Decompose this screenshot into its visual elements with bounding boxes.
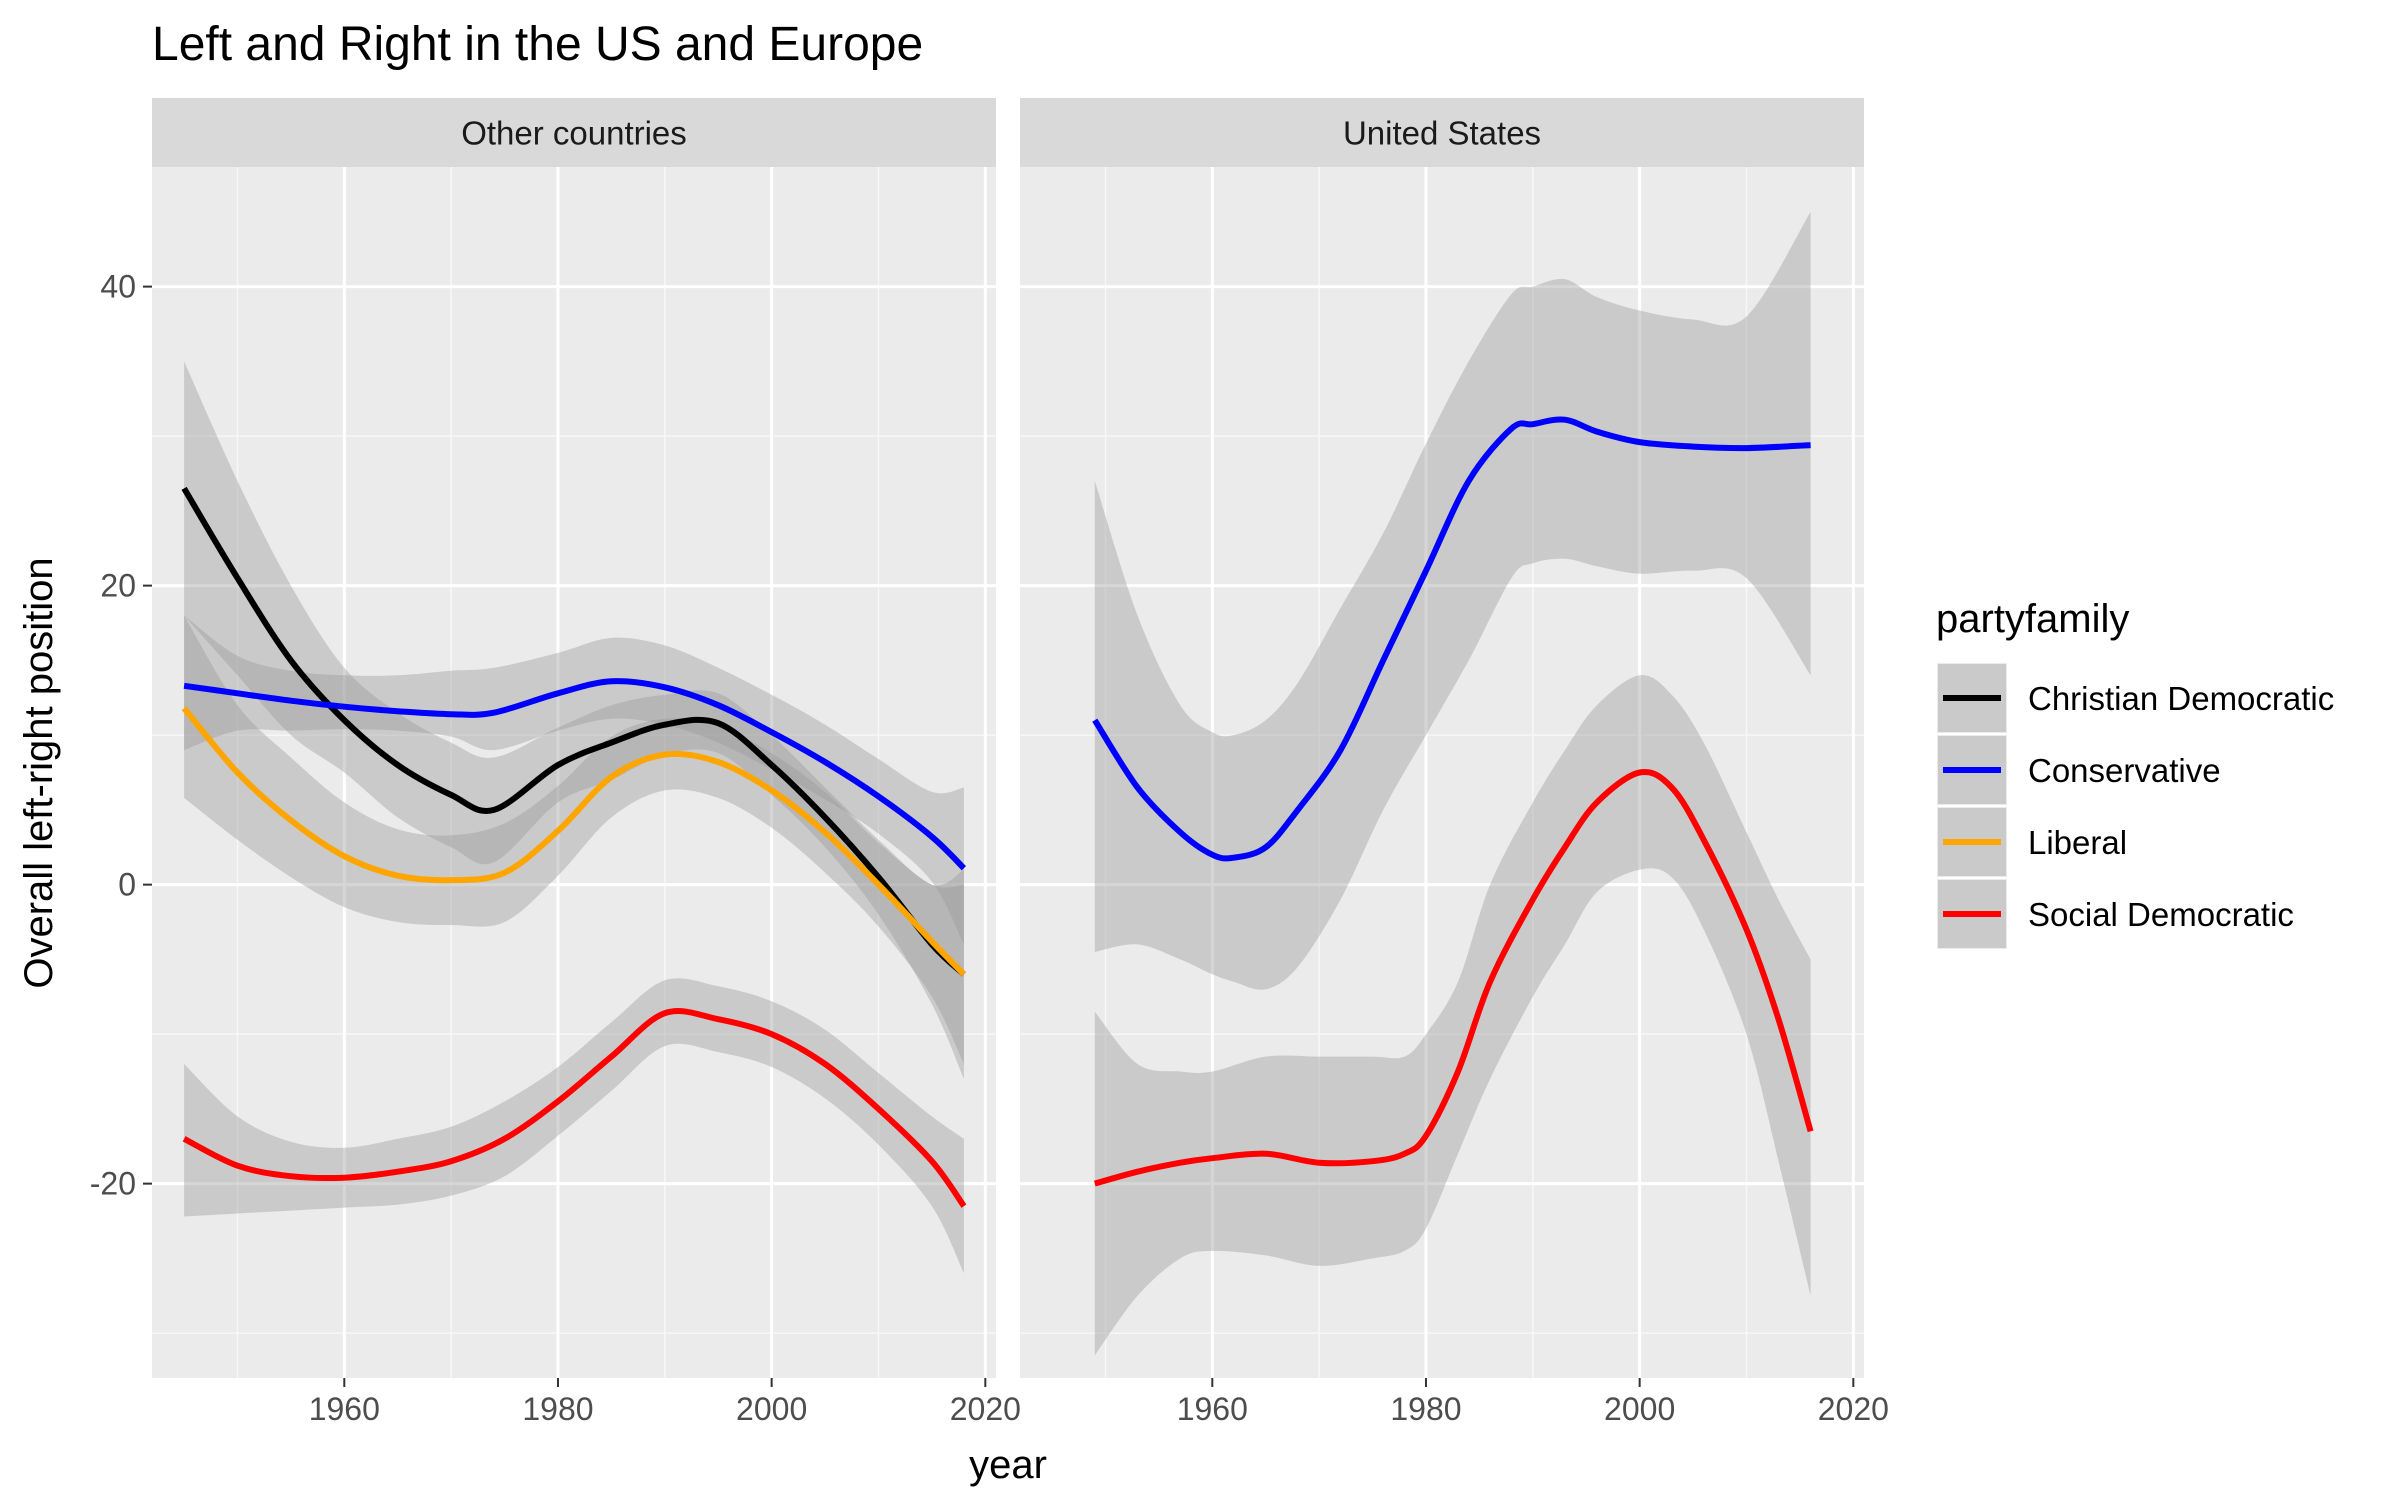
x-tick-label-1960: 1960 <box>309 1391 380 1427</box>
x-tick-label-1960: 1960 <box>1177 1391 1248 1427</box>
facet-panels: Other countries 1960 1980 2000 2020 -20 0 20 40 U… <box>90 98 1889 1427</box>
strip-label-other-countries: Other countries <box>461 115 687 152</box>
series-line-conservative <box>183 678 967 871</box>
x-tick-label-2000: 2000 <box>1604 1391 1675 1427</box>
series-line-social-democratic <box>1093 768 1814 1187</box>
confidence-band-conservative <box>184 615 964 945</box>
confidence-band-social-democratic <box>1094 675 1811 1356</box>
legend-title: partyfamily <box>1936 597 2129 641</box>
x-tick-label-2020: 2020 <box>950 1391 1021 1427</box>
chart-title: Left and Right in the US and Europe <box>152 18 923 71</box>
legend-item-christian-democratic: Christian Democratic <box>1935 661 2334 735</box>
x-tick-label-1980: 1980 <box>1390 1391 1461 1427</box>
strip-label-united-states: United States <box>1343 115 1541 152</box>
legend-label-social-democratic: Social Democratic <box>2028 896 2294 933</box>
confidence-band-liberal <box>184 615 964 1064</box>
series-line-liberal <box>181 706 967 977</box>
series-line-christian-democratic <box>181 486 966 977</box>
y-axis-title: Overall left-right position <box>17 557 61 988</box>
y-tick-label-40: 40 <box>100 269 136 305</box>
y-tick-label-20: 20 <box>100 568 136 604</box>
x-tick-label-1980: 1980 <box>522 1391 593 1427</box>
panel-background <box>1020 167 1864 1378</box>
legend-item-conservative: Conservative <box>1935 733 2221 807</box>
panel-other-countries: Other countries 1960 1980 2000 2020 -20 0 20 40 <box>90 98 1021 1427</box>
legend: partyfamily Christian Democratic Conserva… <box>1935 597 2334 951</box>
x-tick-label-2000: 2000 <box>736 1391 807 1427</box>
panel-united-states: United States 1960 1980 2000 2020 <box>1020 98 1889 1427</box>
series-line-conservative <box>1092 416 1811 862</box>
legend-item-social-democratic: Social Democratic <box>1935 877 2294 951</box>
legend-label-liberal: Liberal <box>2028 824 2127 861</box>
series-line-social-democratic <box>182 1008 967 1208</box>
legend-item-liberal: Liberal <box>1935 805 2127 879</box>
x-axis-title: year <box>969 1443 1047 1487</box>
y-tick-label--20: -20 <box>90 1166 136 1202</box>
strip-background <box>152 98 996 167</box>
y-tick-label-0: 0 <box>118 867 136 903</box>
x-tick-label-2020: 2020 <box>1818 1391 1889 1427</box>
confidence-band-social-democratic <box>184 978 964 1274</box>
strip-background <box>1020 98 1864 167</box>
legend-label-christian-democratic: Christian Democratic <box>2028 680 2334 717</box>
legend-label-conservative: Conservative <box>2028 752 2221 789</box>
confidence-band-conservative <box>1094 211 1811 990</box>
